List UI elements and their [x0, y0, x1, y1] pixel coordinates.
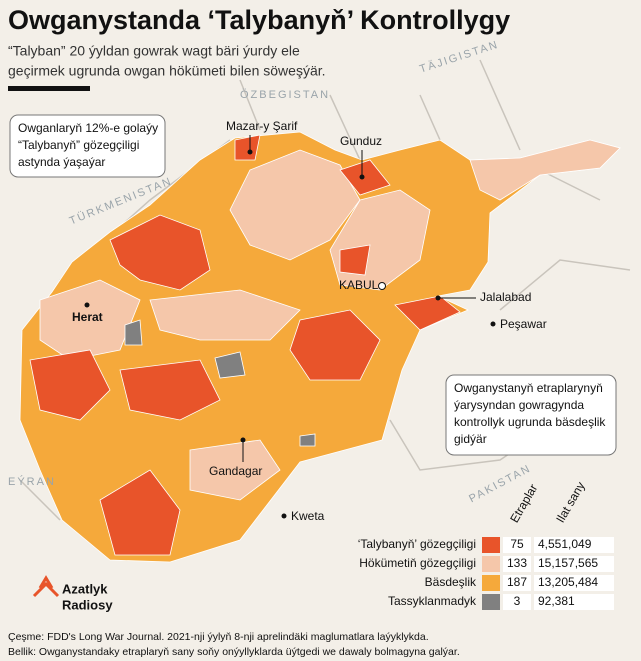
note: Owganlaryň 12%-e golaýy	[18, 121, 158, 135]
region-taliban	[394, 295, 461, 331]
region-taliban	[119, 359, 221, 421]
region-government	[469, 139, 621, 201]
title: Owganystanda ‘Talybanyň’ Kontrollygy	[8, 5, 510, 35]
region-government	[189, 439, 281, 501]
subtitle: geçirmek ugrunda owgan hökümeti bilen sö…	[8, 63, 326, 79]
legend-cell	[503, 556, 531, 572]
subtitle: “Talyban” 20 ýyldan gowrak wagt bäri ýur…	[8, 43, 300, 59]
legend-label: Bäsdeşlik	[425, 575, 477, 589]
legend-cell	[503, 575, 531, 591]
legend-swatch	[482, 594, 500, 610]
note: gidýär	[454, 432, 487, 446]
note: ýarysyndan gowragynda	[454, 398, 584, 412]
legend-cell	[534, 537, 614, 553]
legend-label: ‘Talybanyň’ gözegçiligi	[358, 537, 476, 551]
note-box	[9, 114, 166, 178]
legend-population: 92,381	[538, 594, 575, 608]
note: Owganystanyň etraplarynyň	[454, 381, 603, 395]
legend-cell	[534, 575, 614, 591]
region-unclassified	[124, 319, 143, 346]
legend-cell	[503, 537, 531, 553]
note: kontrollyk ugrunda bäsdeşlik	[454, 415, 606, 429]
legend-population: 15,157,565	[538, 556, 598, 570]
city-label: Gunduz	[340, 134, 382, 148]
country-label: EÝRAN	[8, 475, 56, 488]
accent-bar	[8, 86, 90, 91]
region-taliban	[339, 244, 371, 276]
logo-text: Azatlyk	[62, 581, 108, 596]
note: “Talybanyň” gözegçiligi	[18, 138, 139, 152]
legend-districts: 3	[514, 594, 521, 608]
legend-population: 4,551,049	[538, 537, 592, 551]
legend-districts: 75	[510, 537, 524, 551]
city-label: Mazar-y Şarif	[226, 119, 298, 133]
footer-note: Bellik: Owganystandaky etraplaryň sany s…	[8, 646, 460, 658]
note-box	[445, 374, 617, 456]
border-lines	[19, 59, 631, 521]
region-taliban	[99, 469, 181, 556]
legend-cell	[534, 556, 614, 572]
region-government	[149, 289, 301, 341]
footer-source: Çeşme: FDD's Long War Journal. 2021-nji …	[8, 631, 429, 643]
note: astynda ýaşaýar	[18, 155, 105, 169]
logo-text: Radiosy	[62, 597, 113, 612]
region-taliban	[339, 159, 391, 196]
legend-districts: 187	[507, 575, 527, 589]
region-unclassified	[214, 351, 246, 379]
region-taliban	[29, 349, 111, 421]
city-label: KABUL	[339, 278, 379, 292]
legend-swatch	[482, 556, 500, 572]
legend-label: Tassyklanmadyk	[388, 594, 477, 608]
legend-label: Hökümetiň gözegçiligi	[359, 556, 476, 570]
legend-cell	[503, 594, 531, 610]
legend-cell	[534, 594, 614, 610]
region-taliban	[109, 214, 211, 291]
logo: Azatlyk Radiosy	[32, 575, 113, 612]
region-government	[229, 149, 361, 261]
city-markers	[84, 135, 496, 519]
city-label: Jalalabad	[480, 290, 531, 304]
region-government	[39, 279, 141, 361]
region-taliban	[289, 309, 381, 381]
region-unclassified	[299, 433, 316, 447]
city-label: Herat	[72, 310, 103, 324]
city-label: Kweta	[291, 509, 325, 523]
region-taliban	[234, 134, 261, 161]
legend-population: 13,205,484	[538, 575, 598, 589]
legend-swatch	[482, 575, 500, 591]
country-label: ÖZBEGISTAN	[240, 89, 330, 101]
legend-districts: 133	[507, 556, 527, 570]
legend-swatch	[482, 537, 500, 553]
city-label: Peşawar	[500, 317, 547, 331]
city-label: Gandagar	[209, 464, 262, 478]
